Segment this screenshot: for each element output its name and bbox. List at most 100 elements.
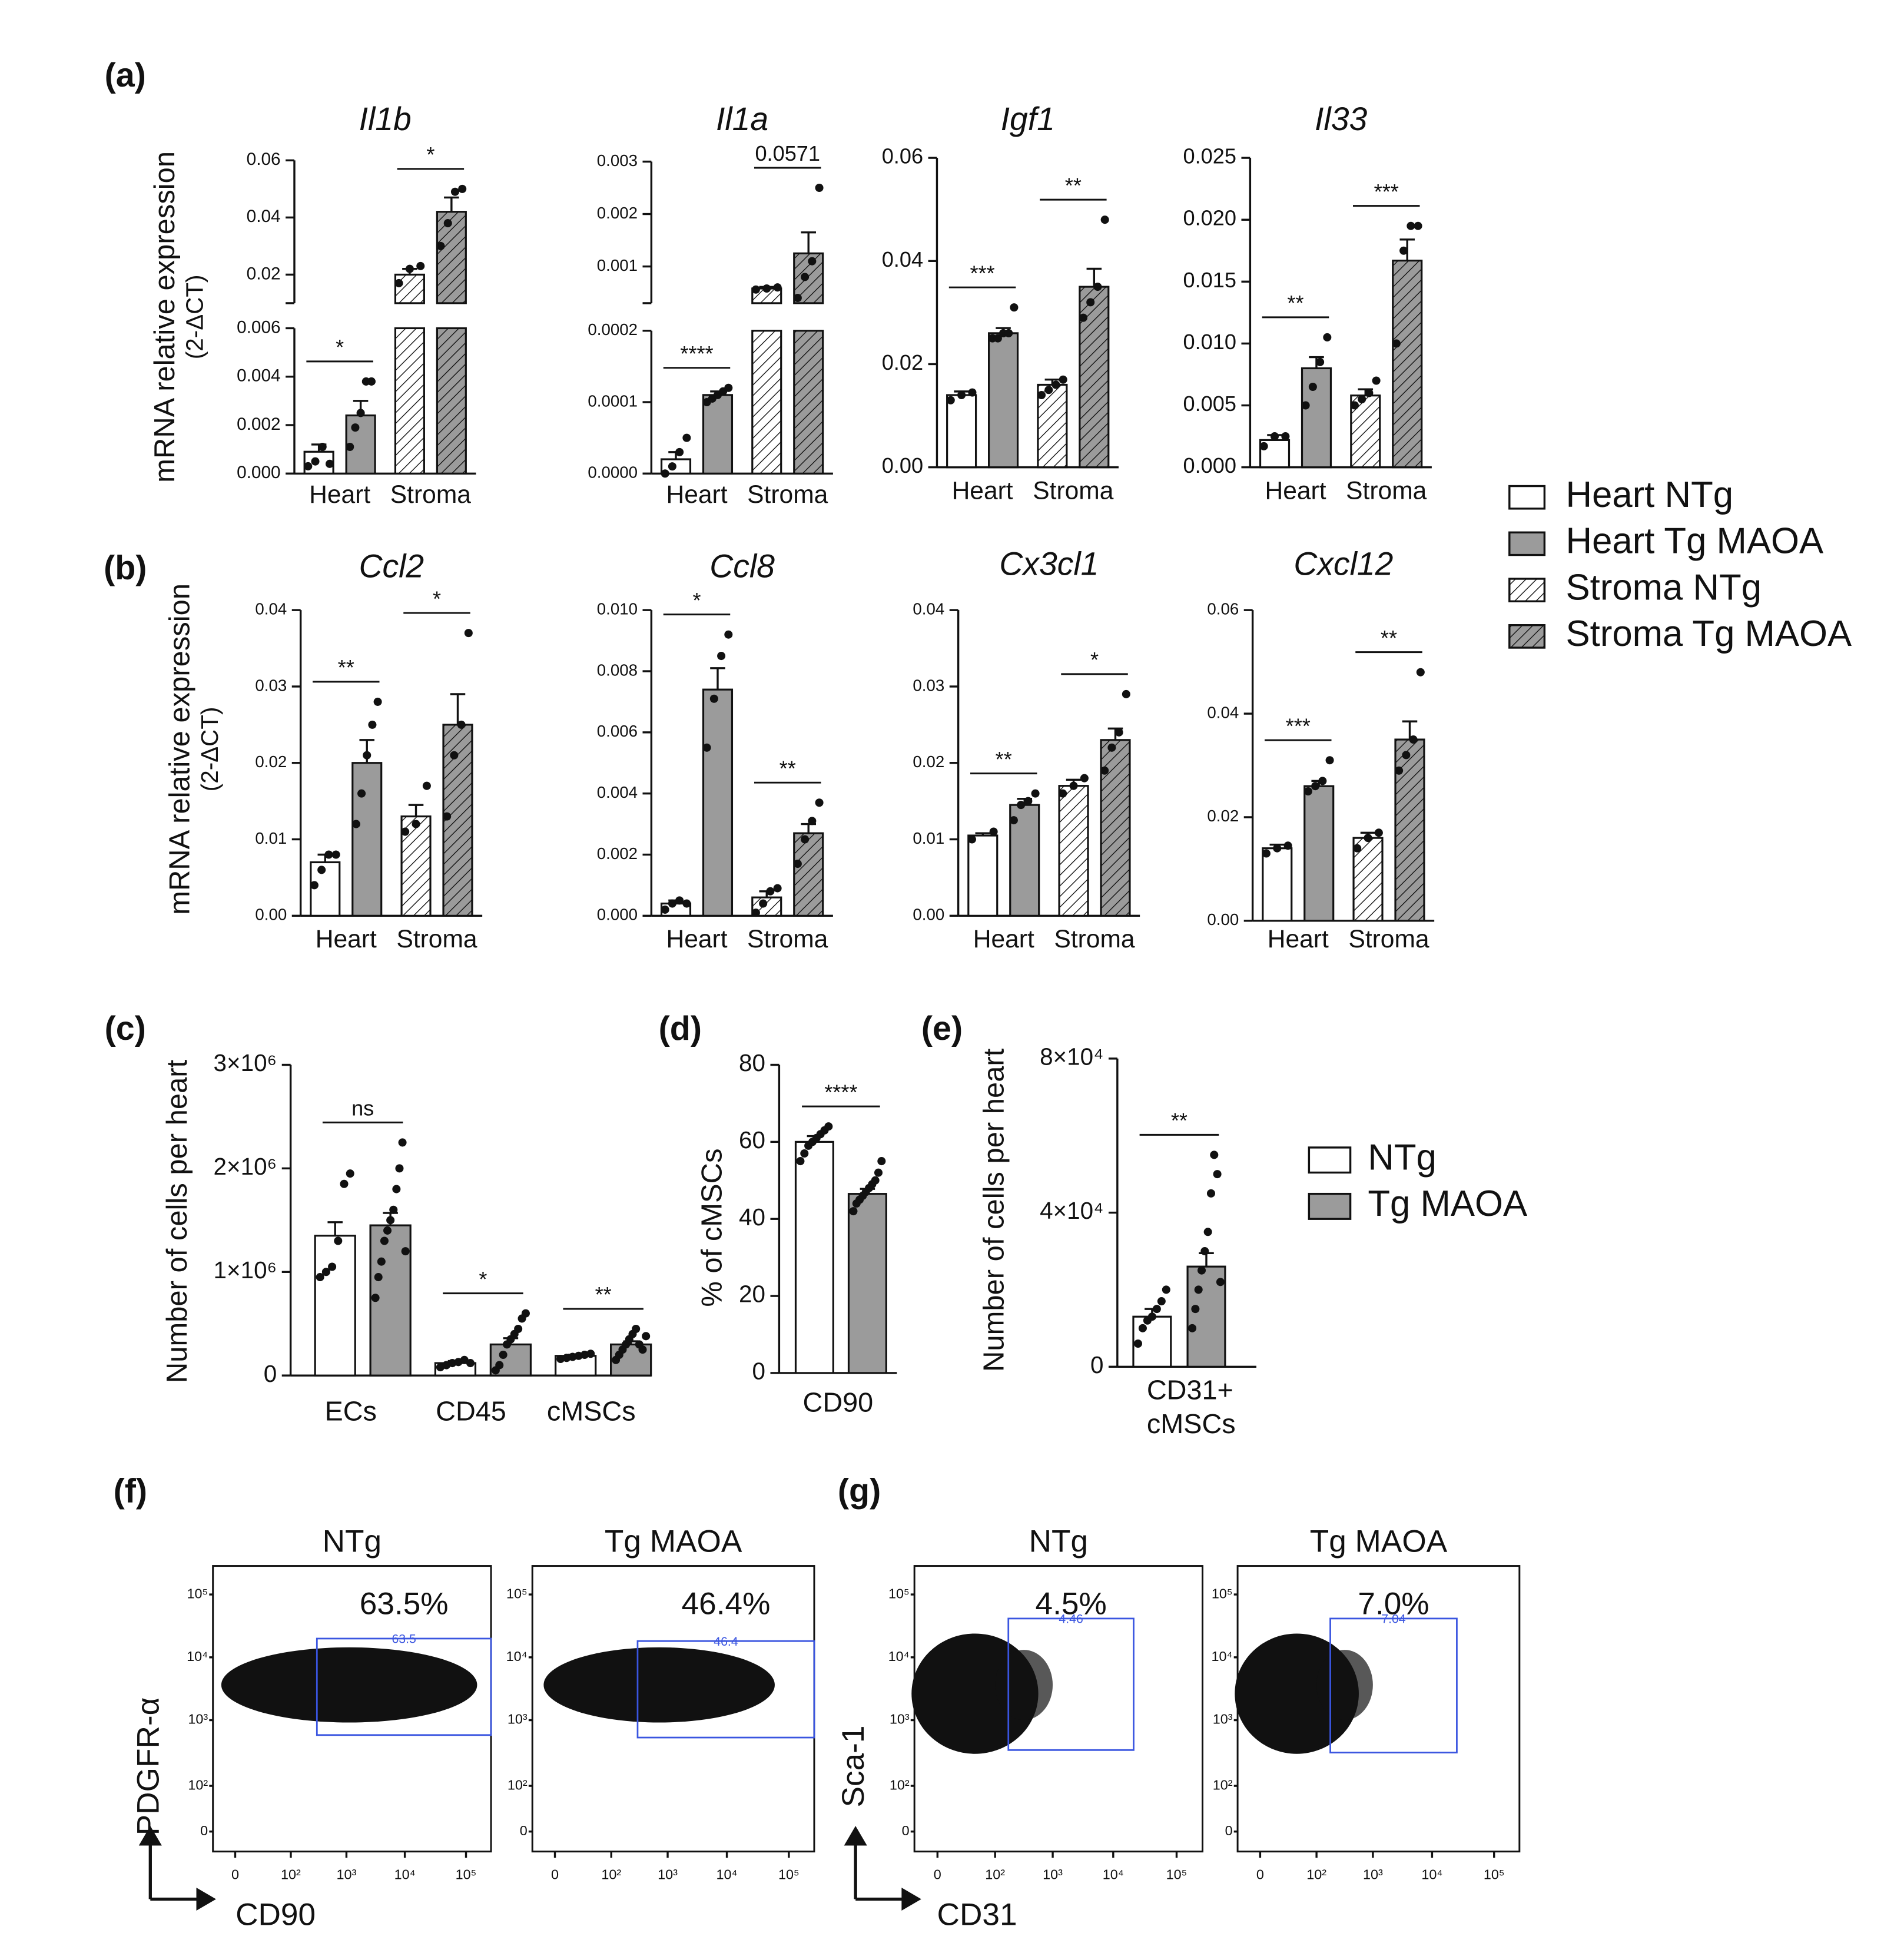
data-point xyxy=(377,1257,386,1266)
y-tick-label: 0.00 xyxy=(255,906,287,924)
flow-x-tick-label: 0 xyxy=(551,1866,559,1882)
gate xyxy=(1329,1617,1458,1753)
data-point xyxy=(1392,339,1401,348)
data-point xyxy=(346,442,354,452)
y-tick-label: 0.006 xyxy=(597,722,638,740)
flow-y-tick-label: 10² xyxy=(890,1777,910,1792)
data-point xyxy=(1350,401,1359,410)
x-tick-label: Heart xyxy=(1268,925,1329,953)
data-point xyxy=(416,261,425,270)
data-point xyxy=(443,812,452,821)
bar xyxy=(967,834,999,917)
data-point xyxy=(443,219,452,228)
data-point xyxy=(1009,816,1018,825)
data-point xyxy=(357,789,366,798)
data-point xyxy=(1308,382,1317,392)
flow-x-tick-label: 10⁵ xyxy=(1484,1866,1505,1882)
flow-x-tick-label: 10³ xyxy=(658,1866,678,1882)
significance-label: * xyxy=(433,586,441,611)
x-tick-label: Stroma xyxy=(1346,476,1427,505)
data-point xyxy=(1200,1246,1209,1256)
flow-title: Tg MAOA xyxy=(605,1524,742,1559)
data-point xyxy=(405,264,414,273)
y-tick-label: 80 xyxy=(739,1049,765,1076)
flow-x-tick-label: 10⁵ xyxy=(778,1866,800,1882)
data-point xyxy=(1318,777,1327,785)
bar xyxy=(1100,739,1131,917)
gate-percent: 7.0% xyxy=(1358,1587,1429,1622)
data-point xyxy=(709,694,718,703)
significance-label: * xyxy=(692,588,701,612)
data-point xyxy=(793,860,802,868)
y-tick-label: 0.025 xyxy=(1183,144,1236,168)
data-point xyxy=(946,396,955,404)
flow-x-tick-label: 10⁴ xyxy=(394,1866,416,1882)
y-tick-label: 1×10⁶ xyxy=(214,1256,277,1284)
cell-cloud-tail xyxy=(1316,1650,1373,1720)
flow-x-tick-label: 10⁴ xyxy=(1103,1866,1124,1882)
data-point xyxy=(1358,394,1366,404)
y-tick-label: 0.04 xyxy=(1207,703,1239,721)
data-point xyxy=(993,334,1002,343)
data-point xyxy=(1323,333,1332,341)
gate xyxy=(316,1637,492,1736)
significance-label: ** xyxy=(996,747,1012,771)
significance-label: ** xyxy=(779,756,796,780)
y-tick-label: 4×10⁴ xyxy=(1040,1197,1103,1224)
y-tick-label: 0.008 xyxy=(597,661,638,679)
panel-label: (c) xyxy=(105,1010,146,1047)
flow-y-tick-label: 0 xyxy=(200,1823,208,1838)
y-tick-label: 0.000 xyxy=(1183,453,1236,478)
flow-title: Tg MAOA xyxy=(1310,1524,1448,1559)
y-tick-label: 0.02 xyxy=(1207,807,1239,825)
data-point xyxy=(318,442,327,452)
data-point xyxy=(1059,789,1067,798)
data-point xyxy=(1416,668,1425,677)
gate-percent: 4.5% xyxy=(1036,1587,1107,1622)
data-point xyxy=(374,1273,383,1282)
data-point xyxy=(1203,1228,1212,1236)
panel-label: (d) xyxy=(659,1010,702,1047)
significance-label: *** xyxy=(1286,714,1311,738)
data-point xyxy=(1122,689,1130,698)
flow-y-tick-label: 10⁴ xyxy=(1212,1649,1233,1664)
y-tick-label: 0.003 xyxy=(597,151,638,170)
bar xyxy=(351,762,383,917)
y-tick-label: 0.06 xyxy=(247,150,281,169)
x-tick-label: Stroma xyxy=(1054,925,1135,953)
y-tick-label: 0.01 xyxy=(913,829,944,847)
data-point xyxy=(1051,380,1060,389)
y-tick-label: 0.00 xyxy=(882,453,923,478)
data-point xyxy=(1365,389,1374,397)
data-point xyxy=(824,1122,833,1131)
flow-y-tick-label: 10⁵ xyxy=(888,1586,910,1601)
legend-swatch xyxy=(1508,485,1546,510)
data-point xyxy=(458,184,467,193)
data-point xyxy=(874,1168,883,1177)
flow-x-tick-label: 10² xyxy=(985,1866,1005,1882)
data-point xyxy=(668,899,676,908)
gate-label: 46.4 xyxy=(714,1634,738,1649)
significance-label: * xyxy=(1090,648,1099,672)
flow-y-tick-label: 10⁴ xyxy=(506,1649,528,1664)
data-point xyxy=(1147,1312,1156,1321)
data-point xyxy=(815,798,824,807)
data-point xyxy=(724,630,733,639)
data-point xyxy=(1259,442,1268,450)
significance-label: * xyxy=(479,1267,487,1291)
gate-percent: 46.4% xyxy=(682,1587,771,1622)
data-point xyxy=(1044,386,1053,394)
y-tick-label: 0.002 xyxy=(237,415,281,434)
y-tick-label: 2×10⁶ xyxy=(214,1153,277,1180)
bar xyxy=(988,332,1019,469)
chart-title: Igf1 xyxy=(1001,101,1055,137)
data-point xyxy=(702,743,711,752)
data-point xyxy=(351,423,360,432)
y-tick-label: 0 xyxy=(752,1358,765,1385)
data-point xyxy=(762,284,771,293)
x-tick-label: CD31+ cMSCs xyxy=(1146,1374,1236,1440)
significance-label: ** xyxy=(1381,626,1397,650)
data-point xyxy=(346,1169,354,1178)
panel-label: (a) xyxy=(105,57,146,94)
y-tick-label: 0.06 xyxy=(882,144,923,168)
